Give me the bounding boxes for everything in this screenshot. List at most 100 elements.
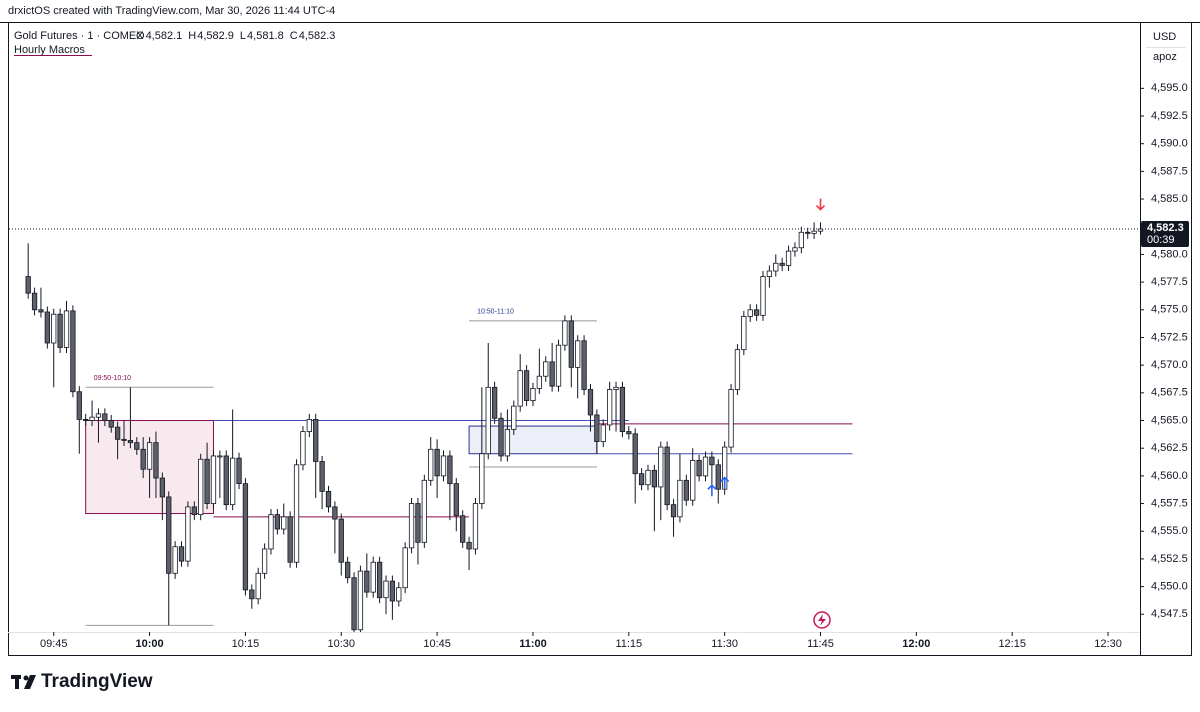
candle-body <box>600 424 606 442</box>
candle-body <box>722 446 728 490</box>
candle-body <box>44 311 50 344</box>
candle-body <box>249 589 255 600</box>
y-tick-label: 4,560.0 <box>1151 470 1188 482</box>
candle-body <box>408 503 415 549</box>
candle-body <box>140 448 146 470</box>
candle-body <box>319 461 325 492</box>
y-tick-label: 4,592.5 <box>1151 110 1188 122</box>
candle-body <box>517 370 523 407</box>
y-tick-label: 4,575.0 <box>1151 304 1188 316</box>
ohlc-key: L <box>240 30 246 42</box>
candle-body <box>779 262 785 266</box>
signal-arrow <box>815 198 826 211</box>
candle-body <box>313 419 319 462</box>
candle-body <box>185 506 191 562</box>
brand-logo <box>11 675 36 689</box>
candle-body <box>70 310 76 393</box>
candle-body <box>753 309 760 316</box>
candle-body <box>38 309 44 313</box>
candle-body <box>268 514 274 550</box>
y-tick-label: 4,580.0 <box>1151 248 1188 260</box>
candle-body <box>25 276 31 294</box>
candle-body <box>702 456 709 477</box>
candle-body <box>536 375 542 389</box>
candle-body <box>760 276 766 316</box>
x-tick-label: 10:00 <box>136 638 164 650</box>
candle-body <box>134 442 140 450</box>
candle-body <box>773 262 779 272</box>
candle-body <box>479 453 485 504</box>
candle-body <box>223 455 229 506</box>
candle-body <box>166 496 172 574</box>
candle-body <box>447 455 453 485</box>
candle-body <box>568 320 574 368</box>
candle-body <box>453 483 459 517</box>
candle-body <box>747 309 753 317</box>
y-tick-label: 4,550.0 <box>1151 581 1188 593</box>
candle-body <box>632 433 638 475</box>
candle-body <box>389 580 396 602</box>
candle-body <box>491 386 498 419</box>
footer <box>0 656 1200 707</box>
watermark: drxictOS created with TradingView.com, M… <box>8 5 335 17</box>
candle-body <box>549 361 555 387</box>
candle-body <box>792 247 798 252</box>
symbol-title: Gold Futures · 1 · COMEX <box>14 30 144 42</box>
candle-body <box>485 386 491 455</box>
signal-arrow <box>720 476 730 489</box>
ohlc-legend: O 4,582.1 H 4,582.9 L 4,581.8 C 4,582.3 <box>136 30 335 42</box>
y-tick-label: 4,595.0 <box>1151 82 1188 94</box>
y-tick-label: 4,572.5 <box>1151 331 1188 343</box>
header-bar <box>0 0 1200 22</box>
candle-body <box>626 431 632 435</box>
candle-body <box>357 570 364 631</box>
x-tick-label: 10:45 <box>423 638 451 650</box>
candle-body <box>709 456 715 466</box>
candle-body <box>428 448 434 481</box>
candle-body <box>274 514 281 530</box>
candle-body <box>146 442 153 470</box>
candle-body <box>785 250 792 266</box>
candle-body <box>102 413 108 421</box>
candle-body <box>383 580 389 599</box>
candle-body <box>670 504 677 518</box>
plot-area: 09:50-10:10 10:50-11:10 <box>9 198 1140 632</box>
candle-body <box>594 414 600 442</box>
x-tick-label: 12:30 <box>1094 638 1122 650</box>
candle-body <box>690 459 696 501</box>
candle-body <box>121 438 127 441</box>
x-tick-label: 11:45 <box>807 638 834 650</box>
candle-body <box>57 313 63 348</box>
candle-body <box>153 442 159 479</box>
y-tick-label: 4,570.0 <box>1151 359 1188 371</box>
candle-body <box>645 469 651 486</box>
y-tick-label: 4,557.5 <box>1151 497 1188 509</box>
y-tick-label: 4,552.5 <box>1151 553 1188 565</box>
candle-body <box>511 405 517 430</box>
candle-body <box>236 457 242 485</box>
candle-body <box>255 572 261 600</box>
y-tick-label: 4,565.0 <box>1151 414 1188 426</box>
candle-body <box>530 387 536 401</box>
y-tick-label: 4,590.0 <box>1151 138 1188 150</box>
ohlc-key: H <box>188 30 196 42</box>
ohlc-key: O <box>136 30 145 42</box>
candle-body <box>440 455 447 477</box>
candle-body <box>677 479 683 518</box>
alert-icon <box>813 611 831 629</box>
y-tick-label: 4,547.5 <box>1151 608 1188 620</box>
x-tick-label: 09:45 <box>40 638 68 650</box>
candle-body <box>31 292 38 311</box>
candle-body <box>370 561 376 593</box>
candle-body <box>95 413 102 418</box>
candle-body <box>108 420 114 428</box>
candle-body <box>293 464 300 563</box>
price-tag-label: 4,582.3 <box>1147 222 1184 234</box>
candle-body <box>89 416 95 421</box>
candle-body <box>587 389 594 416</box>
candle-body <box>817 228 824 232</box>
candle-body <box>402 547 408 589</box>
x-tick-label: 11:00 <box>519 638 547 650</box>
candle-body <box>562 320 568 346</box>
